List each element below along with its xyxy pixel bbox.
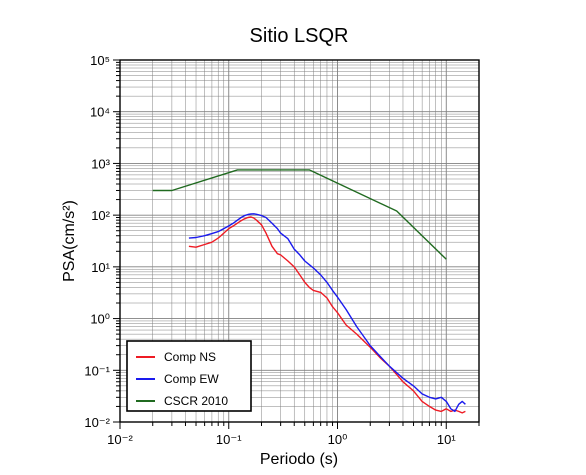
series-line-comp-ew [188, 213, 466, 413]
series-layer [152, 169, 466, 414]
y-tick-label: 10⁻² [84, 415, 110, 430]
x-tick-label: 10⁰ [328, 432, 348, 447]
y-tick-label: 10² [91, 208, 110, 223]
x-axis-label: Periodo (s) [260, 451, 338, 468]
grid [119, 59, 480, 423]
x-tick-label: 10¹ [437, 432, 456, 447]
legend-label: Comp EW [164, 372, 219, 386]
y-tick-label: 10⁻¹ [84, 363, 110, 378]
legend: Comp NS Comp EW CSCR 2010 [126, 340, 252, 412]
legend-label: Comp NS [164, 350, 216, 364]
legend-box [126, 340, 252, 412]
legend-label: CSCR 2010 [164, 394, 228, 408]
plot-frame [119, 59, 480, 423]
series-line-comp-ns [188, 216, 466, 414]
x-tick-label: 10⁻² [107, 432, 133, 447]
ticks: 10⁻² 10⁻¹ 10⁰ 10¹ 10⁻² 10⁻¹ 10⁰ 10¹ 10² 10³ 10⁴ 10⁵ [84, 53, 480, 447]
chart-title: Sitio LSQR [250, 25, 349, 47]
series-line-cscr-2010 [152, 169, 447, 260]
y-tick-label: 10¹ [91, 260, 110, 275]
y-tick-label: 10⁴ [90, 105, 110, 120]
y-tick-label: 10⁰ [90, 312, 110, 327]
x-tick-label: 10⁻¹ [216, 432, 242, 447]
y-tick-label: 10³ [91, 156, 110, 171]
y-axis-label: PSA(cm/s²) [61, 200, 78, 282]
y-tick-label: 10⁵ [90, 53, 110, 68]
